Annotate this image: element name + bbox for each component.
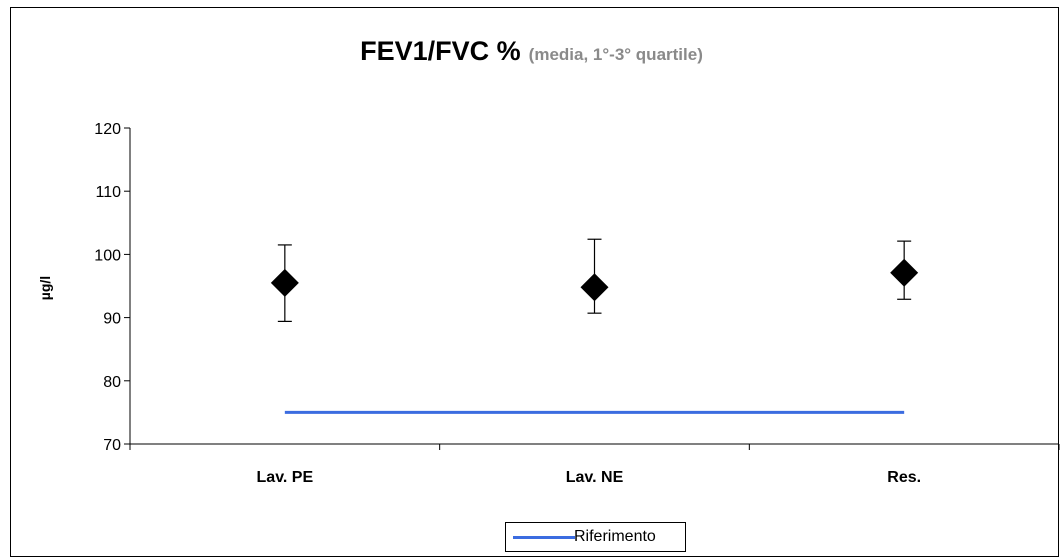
chart-title-block: FEV1/FVC % (media, 1°-3° quartile) [0, 36, 1063, 67]
data-point-diamond [580, 273, 609, 302]
x-category-label: Res. [887, 469, 921, 486]
y-tick-label: 120 [94, 121, 121, 138]
legend-swatch-riferimento [513, 536, 575, 539]
y-ticks: 70 80 90 100 110 120 [94, 121, 130, 454]
y-axis-label: µg/l [37, 276, 53, 300]
x-category-label: Lav. NE [566, 469, 624, 486]
chart-subtitle: (media, 1°-3° quartile) [528, 45, 703, 64]
y-tick-label: 90 [103, 311, 121, 328]
y-tick-label: 80 [103, 374, 121, 391]
x-ticks: Lav. PE Lav. NE Res. [129, 444, 1060, 486]
data-markers [270, 258, 919, 302]
data-point-diamond [890, 258, 919, 287]
chart-title: FEV1/FVC % [360, 36, 521, 66]
y-tick-label: 110 [95, 184, 121, 201]
legend: Riferimento [505, 522, 686, 552]
axes [129, 128, 1059, 445]
chart-frame [10, 7, 1059, 557]
legend-label-riferimento: Riferimento [574, 528, 656, 545]
y-tick-label: 70 [103, 437, 121, 454]
y-tick-label: 100 [94, 247, 121, 264]
x-category-label: Lav. PE [257, 469, 314, 486]
data-point-diamond [270, 268, 299, 297]
